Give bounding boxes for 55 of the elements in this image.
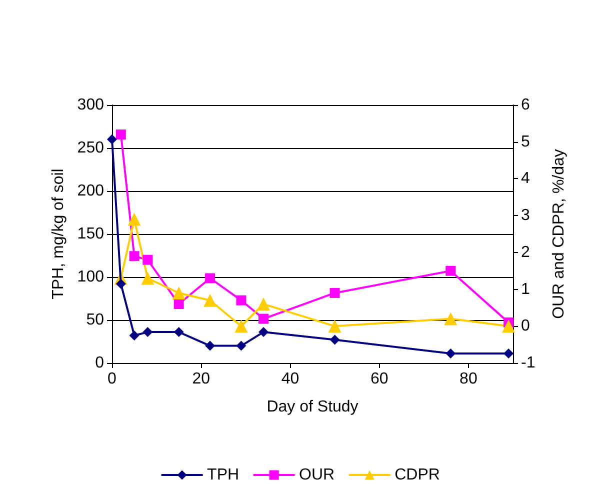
point xyxy=(330,288,340,298)
point xyxy=(256,298,270,311)
point xyxy=(107,134,117,144)
point xyxy=(116,278,126,289)
y-tick-label: 250 xyxy=(77,140,104,156)
point xyxy=(502,320,516,333)
y-tick-label: 150 xyxy=(77,226,104,242)
point xyxy=(205,340,216,351)
point xyxy=(446,266,456,276)
legend-label: CDPR xyxy=(394,466,440,484)
point xyxy=(236,295,246,306)
point xyxy=(174,327,184,338)
y2-tick-label: 4 xyxy=(521,170,530,188)
y2-axis-title: OUR and CDPR, %/day xyxy=(550,149,568,319)
y2-tick-label: 6 xyxy=(521,96,530,114)
y-axis-title: TPH, mg/kg of soil xyxy=(50,168,67,300)
point xyxy=(328,320,342,333)
legend-label: OUR xyxy=(299,466,335,484)
point xyxy=(116,129,126,140)
x-axis-title: Day of Study xyxy=(266,398,358,416)
point xyxy=(142,254,153,265)
x-tick-label: 60 xyxy=(370,370,388,388)
y-tick-label: 50 xyxy=(86,312,104,328)
y-tick-label: 100 xyxy=(77,268,104,286)
y2-tick-label: 3 xyxy=(521,207,530,224)
point xyxy=(174,299,184,310)
y2-tick-label: -1 xyxy=(521,354,536,372)
legend-label: TPH xyxy=(207,466,240,484)
x-tick-label: 20 xyxy=(192,370,210,388)
point xyxy=(234,320,248,333)
point xyxy=(205,273,216,284)
point xyxy=(446,348,456,359)
point xyxy=(129,330,140,340)
x-tick-label: 0 xyxy=(108,370,117,388)
point xyxy=(444,312,458,326)
point xyxy=(236,340,246,351)
y-tick-label: 200 xyxy=(77,182,104,200)
point xyxy=(129,251,140,262)
y2-tick-label: 5 xyxy=(521,133,530,150)
point xyxy=(128,212,141,226)
point xyxy=(204,294,217,307)
point xyxy=(142,327,153,338)
point xyxy=(330,334,340,345)
y2-tick-label: 1 xyxy=(521,280,530,298)
x-tick-label: 40 xyxy=(281,370,300,388)
point xyxy=(141,272,154,285)
y-tick-label: 0 xyxy=(95,354,104,372)
y-tick-label: 300 xyxy=(77,96,104,114)
y2-tick-label: 0 xyxy=(521,318,530,335)
point xyxy=(258,327,268,338)
point xyxy=(258,314,268,324)
x-tick-label: 80 xyxy=(460,370,478,388)
point xyxy=(504,348,514,359)
point xyxy=(172,286,186,300)
y2-tick-label: 2 xyxy=(521,244,530,261)
